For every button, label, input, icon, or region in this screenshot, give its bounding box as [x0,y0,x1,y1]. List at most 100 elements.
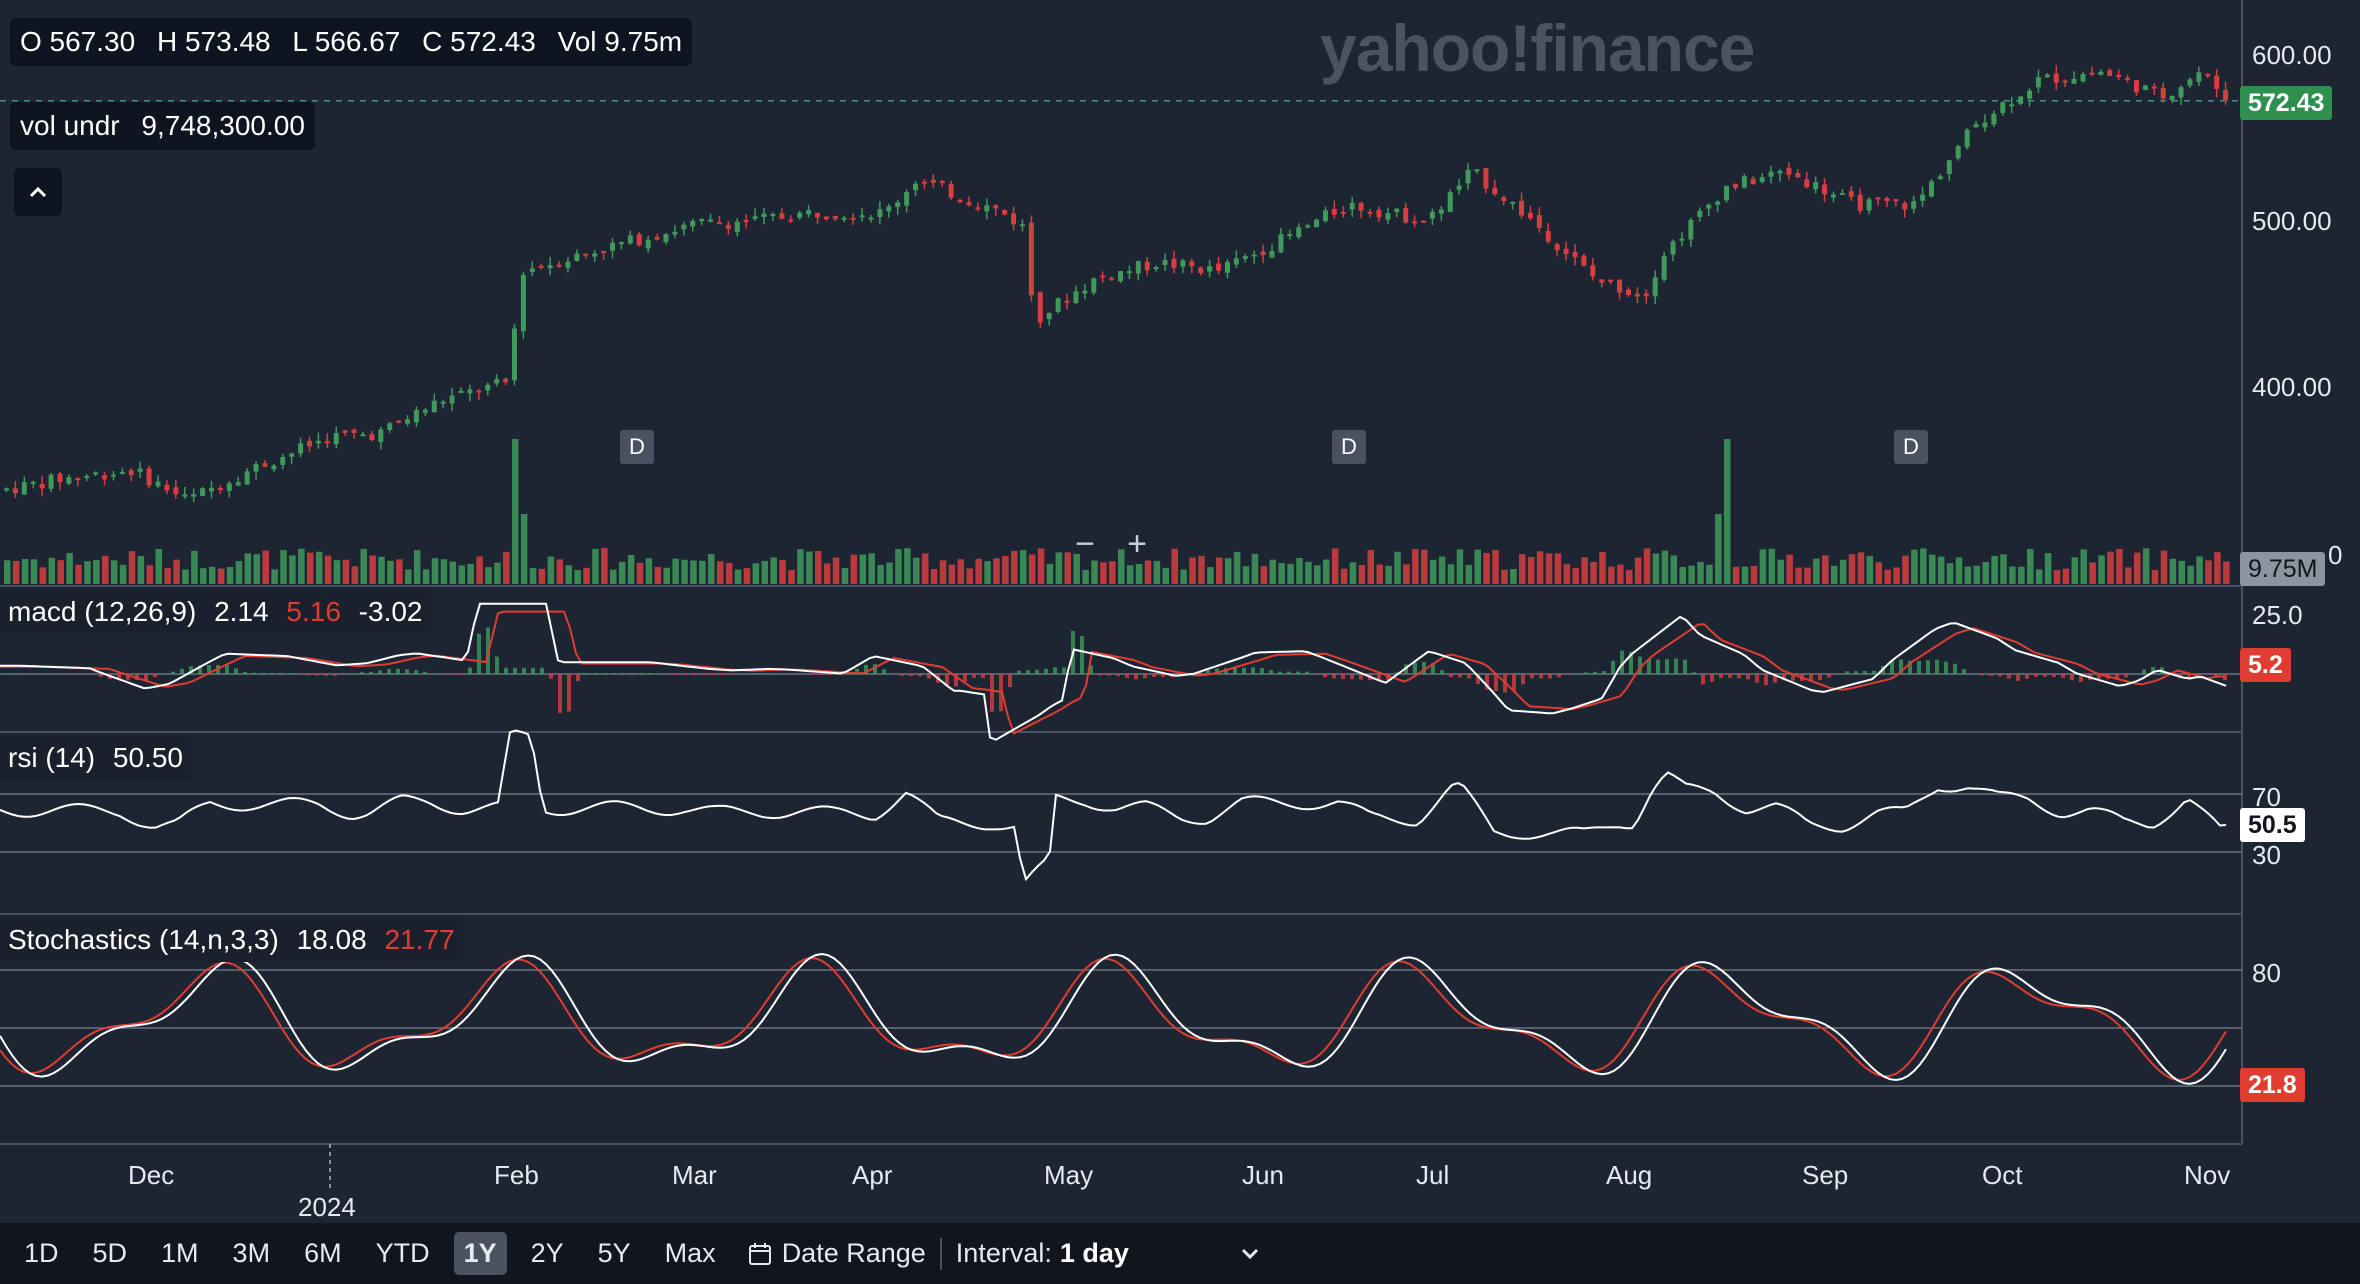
macd-histogram-bar [1017,670,1021,674]
candle [2098,71,2104,75]
dividend-marker[interactable]: D [620,430,654,464]
range-2y[interactable]: 2Y [530,1238,564,1268]
volume-bar [1563,564,1571,584]
volume-bar [360,548,367,584]
candle [1768,171,1774,177]
candle [2027,90,2033,99]
rsi-line [0,729,2227,882]
range-5d[interactable]: 5D [92,1238,128,1268]
candle [208,487,214,492]
volume-bar [396,559,403,584]
volume-bar [289,555,296,584]
stock-chart[interactable] [0,0,2360,1223]
candle [137,468,143,472]
volume-bar [2151,569,2159,584]
volume-bar [734,569,742,584]
candle [1599,279,1605,283]
volume-bar [39,567,47,584]
macd-histogram-bar [126,674,130,680]
candle [1002,210,1008,215]
yahoo-finance-watermark: yahoo!finance [1320,11,1755,85]
macd-histogram-bar [324,674,328,676]
candle [1314,219,1320,228]
candle [449,395,455,404]
candle [1118,271,1123,282]
zoom-in-button[interactable]: + [1127,525,1147,563]
zoom-out-button[interactable]: − [1075,525,1095,563]
range-ytd[interactable]: YTD [375,1238,430,1268]
candle [1581,255,1587,266]
volume-bar [84,561,91,584]
volume-bar [110,560,118,584]
macd-histogram-bar [2034,674,2038,677]
macd-histogram-bar [450,674,454,675]
candle [574,253,580,261]
stoch-k-line [0,952,2227,1085]
volume-bar [2018,566,2025,584]
volume-bar [1180,569,1187,584]
volume-bar [1091,560,1098,584]
candle [2000,102,2006,114]
volume-bar [1367,550,1375,584]
candle [30,481,36,484]
range-3m[interactable]: 3M [232,1238,271,1268]
macd-histogram-bar [1215,668,1219,674]
date-range-button[interactable]: Date Range [748,1238,926,1269]
macd-signal-line [0,610,2227,735]
volume-bar [1652,553,1660,584]
macd-histogram-bar [1161,674,1165,677]
macd-histogram-bar [1602,671,1606,674]
candle [592,253,598,257]
current-price-badge: 572.43 [2240,86,2333,120]
candle [806,210,812,215]
candle [2178,87,2184,98]
volume-bar [1046,563,1054,584]
macd-histogram-bar [459,674,463,675]
candle [1492,187,1498,195]
range-max[interactable]: Max [664,1238,716,1268]
range-5y[interactable]: 5Y [597,1238,631,1268]
volume-bar [1438,556,1446,584]
x-label-apr: Apr [852,1160,893,1190]
candle [2035,77,2041,88]
volume-bar [1126,565,1134,584]
macd-histogram-bar [1935,659,1939,674]
candle [1376,209,1382,218]
volume-bar [315,551,323,584]
rsi-badge: 50.5 [2240,808,2305,842]
range-1y[interactable]: 1Y [453,1232,507,1275]
candle [57,473,63,483]
macd-histogram-bar [315,674,319,676]
candle [110,474,116,477]
volume-bar [12,560,20,584]
macd-histogram-bar [1008,674,1012,688]
candle [2089,72,2095,75]
candle [1830,194,1836,198]
macd-histogram-bar [2061,674,2065,678]
candle [2009,104,2015,107]
collapse-button[interactable] [14,168,62,216]
range-1m[interactable]: 1M [161,1238,199,1268]
candle [1082,290,1088,294]
volume-bar [913,557,920,584]
dividend-marker[interactable]: D [1332,430,1366,464]
volume-bar [1991,555,1998,584]
macd-histogram-bar [972,674,976,678]
macd-histogram-bar [261,672,265,674]
macd-histogram-bar [774,673,778,674]
range-6m[interactable]: 6M [304,1238,342,1268]
volume-bar [342,559,350,584]
dividend-marker[interactable]: D [1894,430,1928,464]
macd-histogram-bar [990,674,994,712]
candle [930,179,936,183]
interval-select[interactable]: Interval: 1 day [956,1238,1261,1269]
candle [1305,225,1311,228]
interval-label: Interval: [955,1238,1052,1268]
range-1d[interactable]: 1D [24,1238,59,1268]
candle [1848,191,1854,197]
volume-bar [636,562,644,584]
candle [1813,182,1819,190]
macd-histogram-bar [675,674,679,675]
candle [1688,219,1694,240]
macd-histogram-bar [729,674,733,675]
